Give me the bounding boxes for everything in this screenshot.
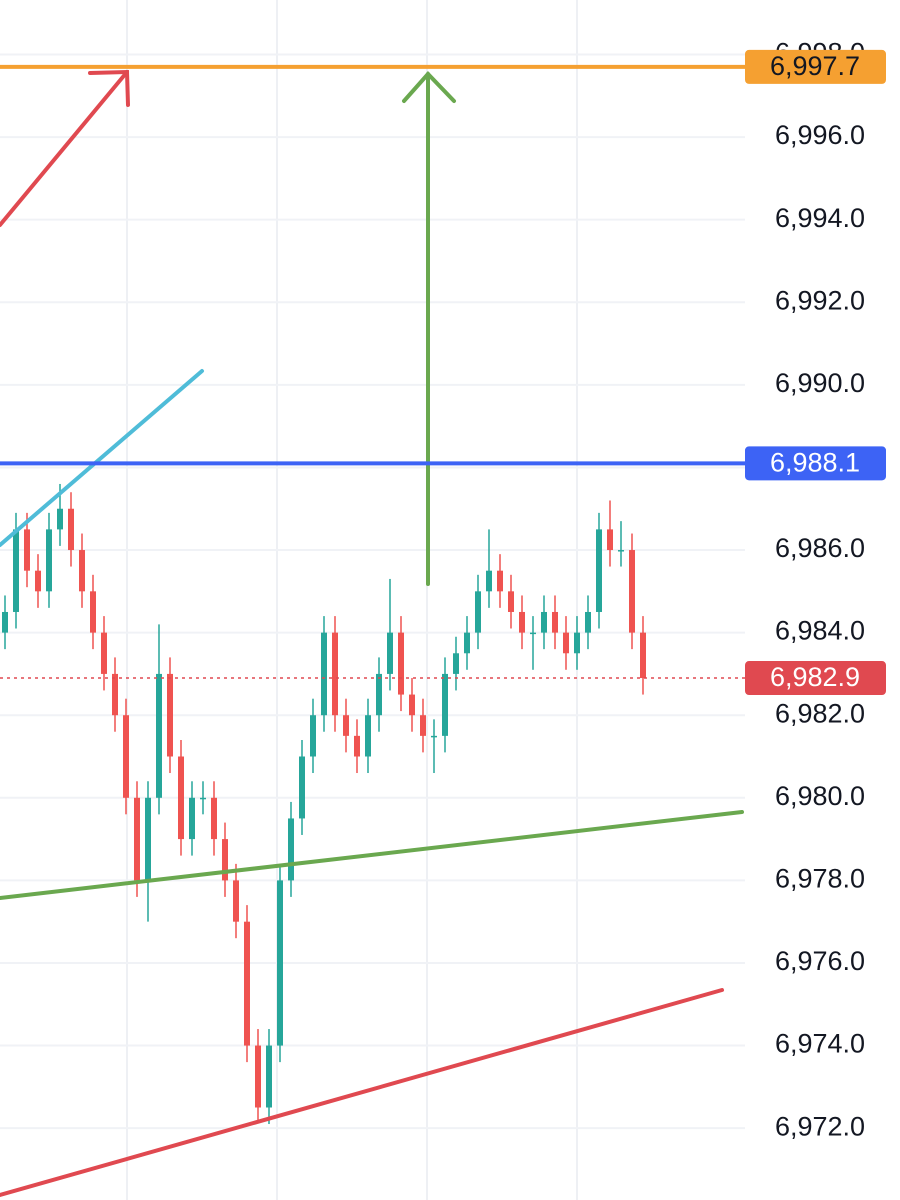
candle-body (563, 632, 569, 654)
candle-body (409, 694, 415, 716)
candle-body (321, 632, 327, 716)
candle-body (112, 673, 118, 716)
candle-body (376, 673, 382, 716)
candle-body (541, 611, 547, 633)
candle-body (277, 880, 283, 1046)
candle-body (90, 591, 96, 633)
green-trendline (0, 810, 744, 900)
price-label-box (745, 49, 886, 84)
y-tick-label: 6,986.0 (775, 533, 865, 563)
green-arrow-head (402, 71, 456, 103)
candle-body (79, 550, 85, 592)
candle-body (530, 632, 536, 635)
candle-body (508, 591, 514, 612)
price-label: 6,982.9 (770, 662, 860, 692)
candle-body (640, 632, 646, 679)
cyan-trendline (0, 369, 204, 547)
candle-body (13, 529, 19, 612)
candle-body (596, 529, 602, 612)
candle-body (453, 653, 459, 674)
candle-body (475, 591, 481, 633)
candle-body (486, 570, 492, 592)
candle-body (288, 818, 294, 881)
y-tick-label: 6,984.0 (775, 616, 865, 646)
candle-body (2, 611, 8, 633)
candle-body (629, 550, 635, 633)
y-tick-label: 6,982.0 (775, 698, 865, 728)
candle-body (178, 756, 184, 840)
y-tick-label: 6,974.0 (775, 1029, 865, 1059)
red-arrow-head (88, 69, 130, 107)
candle-body (156, 673, 162, 798)
candle-body (442, 673, 448, 736)
candle-body (134, 797, 140, 881)
candle-body (299, 756, 305, 819)
candle-body (332, 632, 338, 716)
candle-body (211, 797, 217, 840)
red-trendline (0, 988, 724, 1197)
candle-body (497, 570, 503, 592)
candle-body (431, 735, 437, 738)
candle-body (552, 611, 558, 633)
candle-body (35, 570, 41, 592)
price-label: 6,988.1 (770, 447, 860, 477)
candle-body (222, 839, 228, 881)
candle-body (266, 1045, 272, 1108)
candle-body (607, 529, 613, 551)
red-arrow (0, 70, 129, 227)
candle-body (101, 632, 107, 674)
candle-body (420, 715, 426, 736)
price-label-box (745, 661, 886, 696)
candle-body (310, 715, 316, 757)
drawings (0, 69, 744, 1197)
candle-body (145, 797, 151, 881)
candle-body (255, 1045, 261, 1108)
y-tick-label: 6,990.0 (775, 368, 865, 398)
price-label: 6,997.7 (770, 51, 860, 81)
y-tick-label: 6,996.0 (775, 120, 865, 150)
y-tick-label: 6,980.0 (775, 781, 865, 811)
horizontal-grid (0, 53, 745, 1130)
y-tick-label: 6,978.0 (775, 864, 865, 894)
y-tick-label: 6,994.0 (775, 203, 865, 233)
candle-body (343, 715, 349, 736)
candle-body (123, 715, 129, 798)
price-lines: 6,997.7 6,988.1 6,982.9 (0, 49, 886, 696)
candle-body (464, 632, 470, 654)
candle-body (519, 611, 525, 633)
candle-body (189, 797, 195, 840)
candle-body (354, 735, 360, 757)
y-tick-label: 6,972.0 (775, 1111, 865, 1141)
candle-body (68, 508, 74, 551)
price-label-box (745, 446, 886, 481)
candle-body (585, 611, 591, 633)
candle-body (574, 632, 580, 654)
candle-body (24, 529, 30, 571)
candles (2, 483, 646, 1125)
candle-body (167, 673, 173, 757)
candle-body (365, 715, 371, 757)
y-tick-label: 6,992.0 (775, 285, 865, 315)
y-tick-label: 6,976.0 (775, 946, 865, 976)
candle-body (46, 529, 52, 592)
candle-body (57, 508, 63, 530)
candle-body (200, 797, 206, 800)
candle-body (387, 632, 393, 674)
candle-body (618, 550, 624, 552)
candle-body (244, 921, 250, 1046)
candle-body (398, 632, 404, 695)
candle-body (233, 880, 239, 922)
